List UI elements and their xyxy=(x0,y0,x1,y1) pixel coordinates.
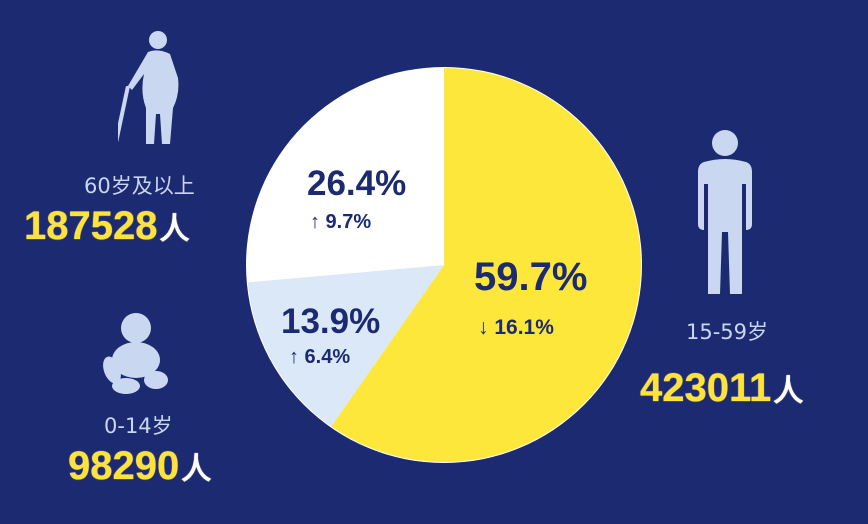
standing-person-icon xyxy=(698,130,752,294)
pie-slice-0-14 xyxy=(247,265,444,427)
slice-pct-label-0-14: 13.9% xyxy=(281,302,381,341)
group-count-0-14: 98290人 xyxy=(68,446,211,486)
group-count-60-plus-value: 187528 xyxy=(24,204,158,248)
pie-slice-15-59 xyxy=(331,68,641,462)
group-count-15-59-value: 423011 xyxy=(640,366,772,410)
group-label-60-plus: 60岁及以上 xyxy=(84,174,195,198)
elderly-person-with-cane-icon xyxy=(118,31,179,144)
group-label-0-14: 0-14岁 xyxy=(104,414,173,438)
slice-change-label-0-14: ↑ 6.4% xyxy=(289,346,351,368)
slice-change-label-60-plus: ↑ 9.7% xyxy=(310,211,372,233)
crawling-baby-icon xyxy=(103,313,168,394)
group-count-60-plus: 187528人 xyxy=(24,206,189,246)
group-label-15-59: 15-59岁 xyxy=(686,320,769,344)
group-count-0-14-unit: 人 xyxy=(181,452,212,487)
slice-pct-label-15-59: 59.7% xyxy=(474,255,588,299)
pie-slice-60-plus xyxy=(246,68,444,283)
slice-pct-label-60-plus: 26.4% xyxy=(307,164,407,203)
group-count-0-14-value: 98290 xyxy=(68,444,180,488)
group-count-15-59-unit: 人 xyxy=(773,374,804,409)
slice-change-label-15-59: ↓ 16.1% xyxy=(478,316,554,339)
group-count-15-59: 423011人 xyxy=(640,368,803,408)
group-count-60-plus-unit: 人 xyxy=(159,212,190,247)
